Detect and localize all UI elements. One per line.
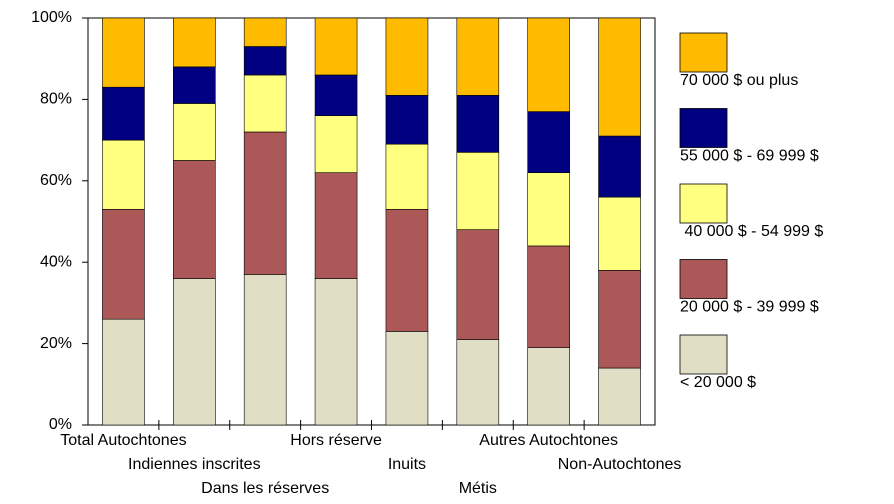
legend-swatch	[679, 108, 728, 148]
legend-swatch	[679, 259, 728, 299]
x-tick-label: Indiennes inscrites	[128, 456, 261, 473]
bar-segment	[527, 347, 570, 426]
bar-segment	[314, 74, 358, 116]
y-tick-label: 100%	[31, 9, 72, 26]
bar-segment	[598, 367, 641, 426]
bar-segment	[527, 17, 570, 112]
x-tick-label: Dans les réserves	[201, 480, 329, 497]
legend-label: 70 000 $ ou plus	[680, 72, 798, 89]
bar-segment	[102, 139, 145, 210]
bar-segment	[173, 278, 216, 426]
y-tick-label: 40%	[40, 253, 72, 270]
y-tick-label: 20%	[40, 335, 72, 352]
legend-swatch	[679, 32, 728, 73]
bar-segment	[173, 160, 216, 279]
bar-segment	[527, 245, 570, 348]
bar-segment	[598, 270, 641, 369]
bar-segment	[456, 17, 500, 96]
y-tick-label: 60%	[40, 172, 72, 189]
bar-segment	[102, 17, 145, 88]
bar-segment	[173, 17, 216, 68]
bar-segment	[173, 66, 216, 104]
bar-segment	[527, 172, 570, 247]
x-tick-label: Inuits	[388, 456, 426, 473]
bar-segment	[456, 339, 500, 426]
x-tick-label: Total Autochtones	[60, 432, 186, 449]
bar-segment	[385, 143, 429, 210]
bar-segment	[243, 131, 287, 275]
bar-segment	[102, 208, 145, 320]
bar-segment	[314, 17, 358, 76]
y-tick-label: 0%	[49, 416, 72, 433]
bar-segment	[314, 278, 358, 426]
x-tick-label: Hors réserve	[290, 432, 382, 449]
legend-label: < 20 000 $	[680, 374, 756, 391]
bar-segment	[598, 196, 641, 271]
bar-segment	[527, 111, 570, 173]
bar-segment	[173, 103, 216, 161]
x-tick-label: Non-Autochtones	[558, 456, 682, 473]
bar-segment	[385, 95, 429, 145]
bar-segment	[243, 46, 287, 76]
x-tick-label: Autres Autochtones	[479, 432, 618, 449]
legend-label: 20 000 $ - 39 999 $	[680, 299, 819, 316]
bar-segment	[102, 318, 145, 426]
bar-segment	[385, 17, 429, 96]
bar-segment	[385, 331, 429, 426]
bar-segment	[243, 274, 287, 426]
bar-segment	[598, 17, 641, 137]
bar-segment	[598, 135, 641, 198]
x-tick-label: Métis	[459, 480, 497, 497]
legend-label: 55 000 $ - 69 999 $	[680, 148, 819, 165]
bar-segment	[385, 208, 429, 332]
y-tick-label: 80%	[40, 91, 72, 108]
legend-label: 40 000 $ - 54 999 $	[680, 223, 823, 240]
legend-swatch	[679, 183, 728, 224]
bar-segment	[314, 172, 358, 279]
bar-segment	[456, 229, 500, 340]
legend-swatch	[679, 334, 728, 375]
bar-segment	[456, 95, 500, 153]
bar-segment	[243, 17, 287, 47]
bar-segment	[243, 74, 287, 133]
bar-segment	[314, 115, 358, 173]
bar-segment	[102, 86, 145, 141]
bar-segment	[456, 152, 500, 230]
